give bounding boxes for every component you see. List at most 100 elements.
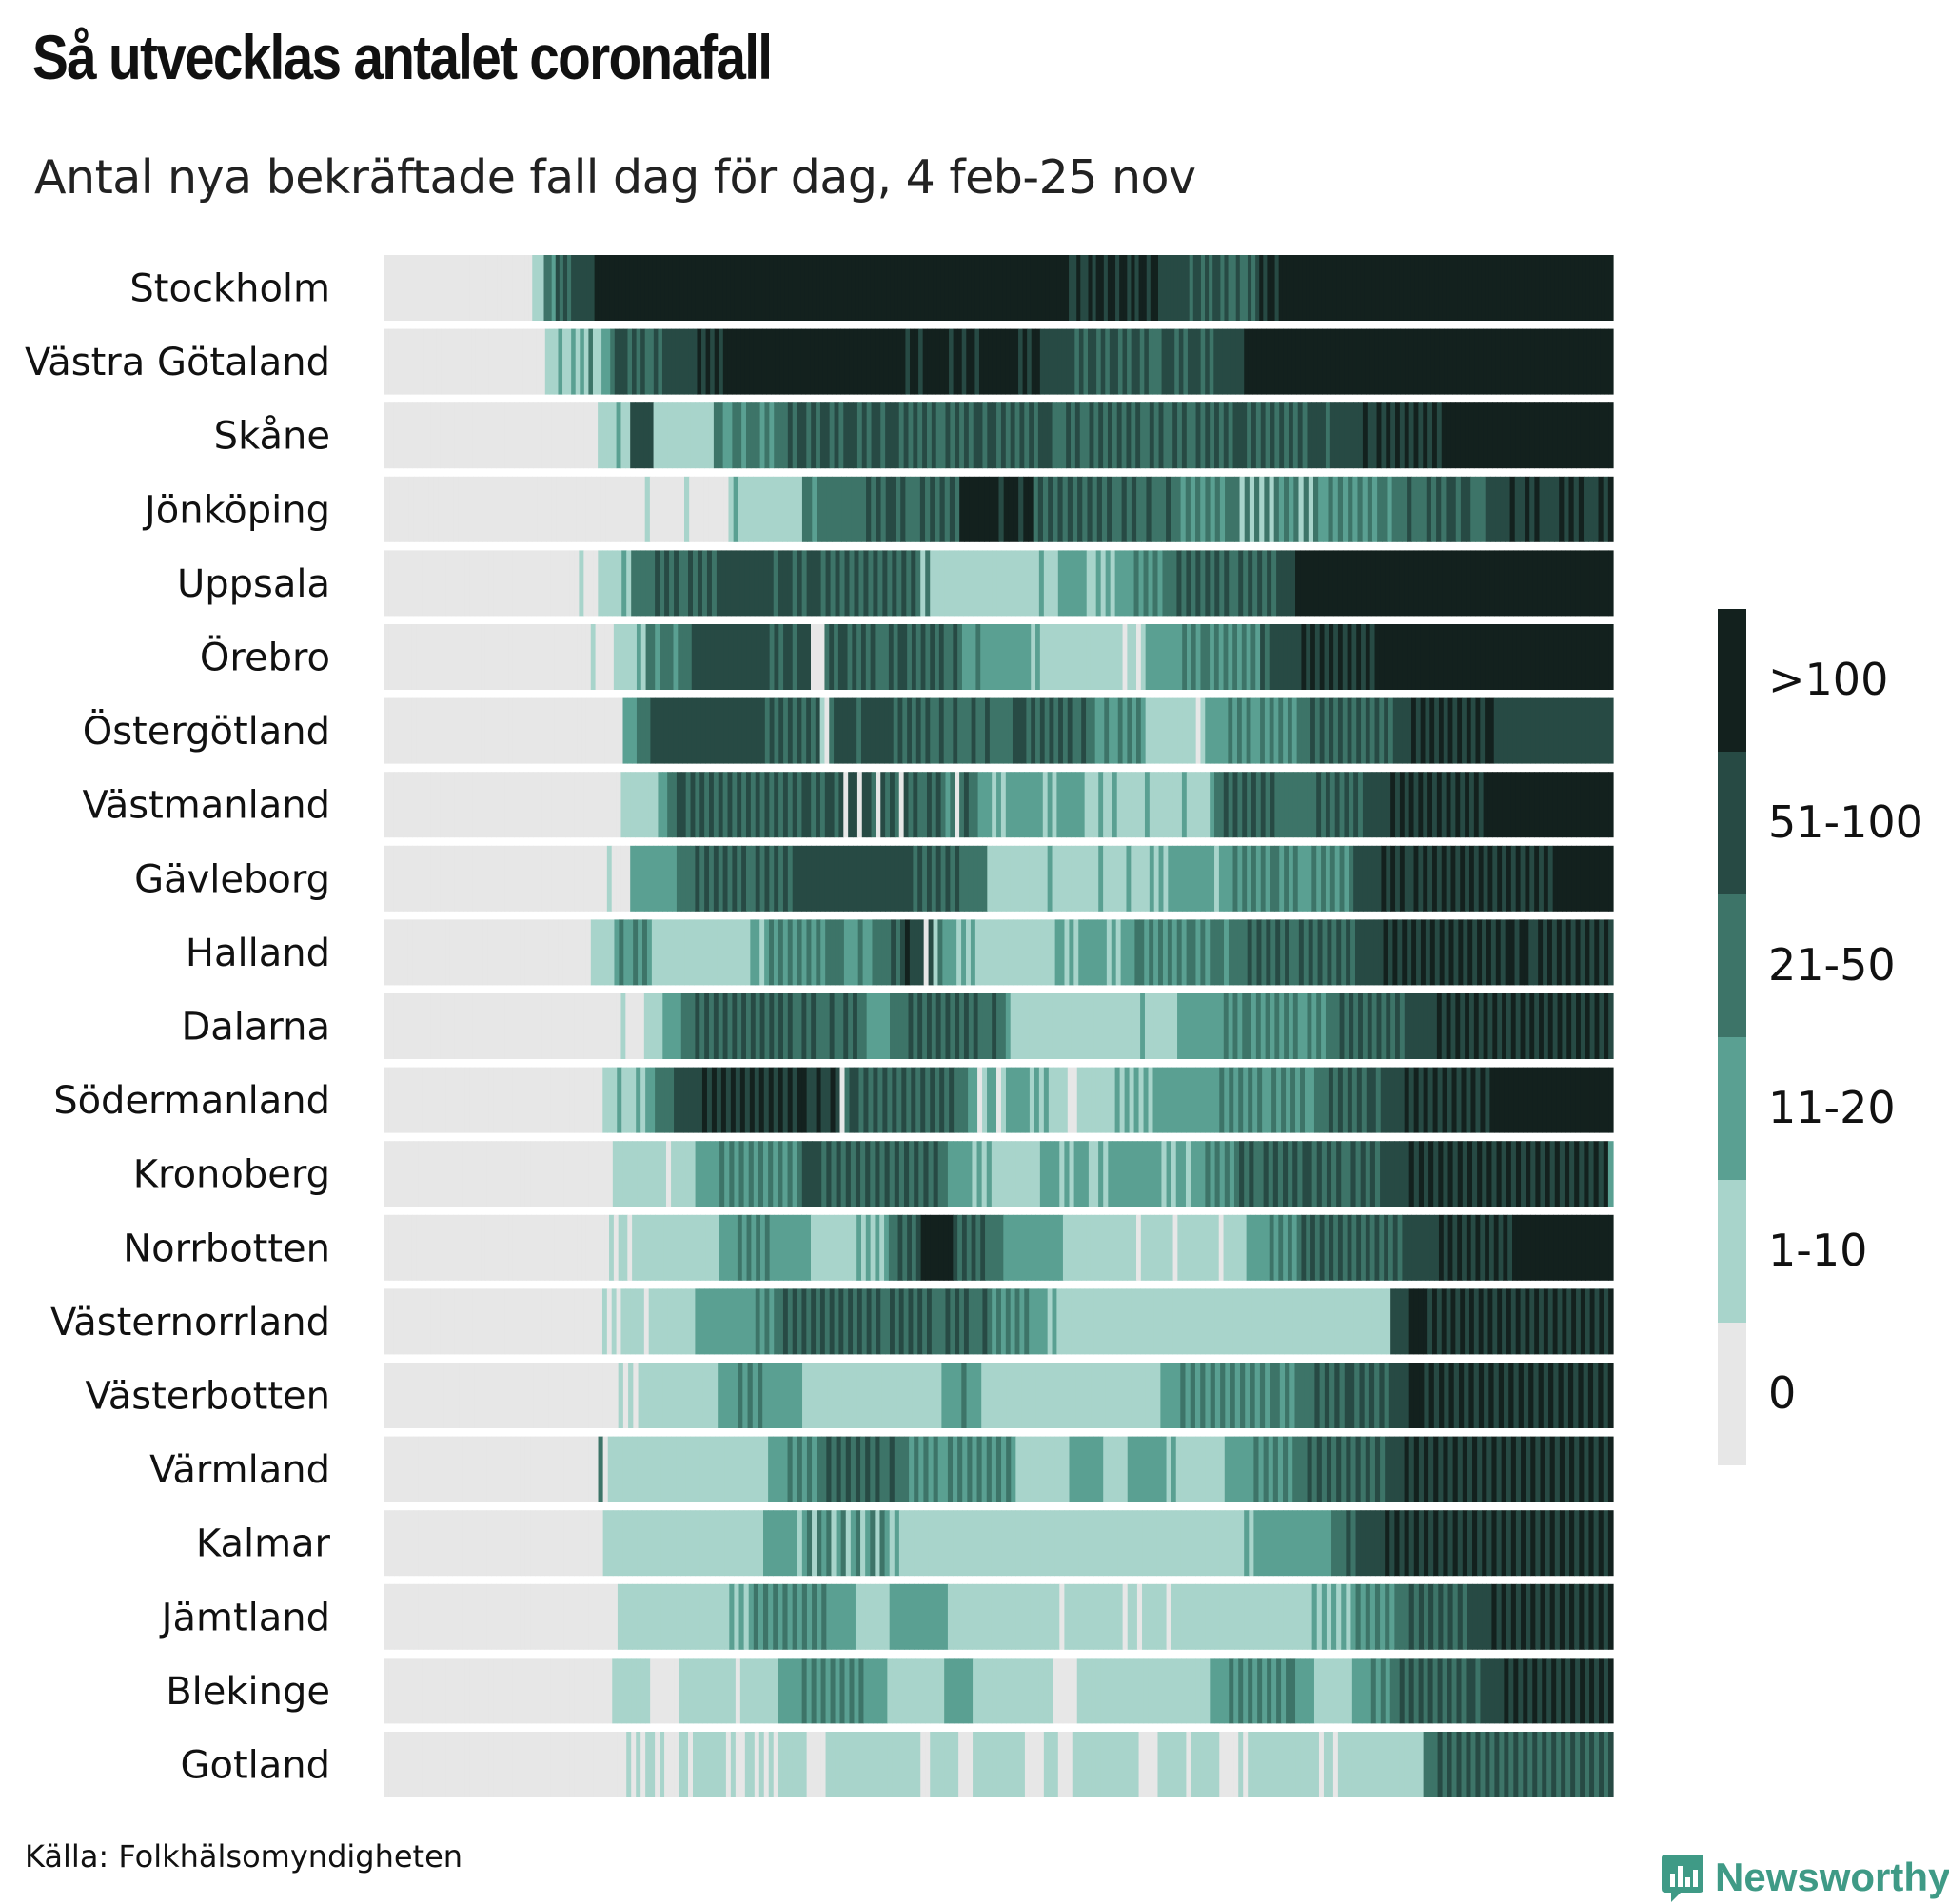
heatmap-cell xyxy=(1425,1214,1430,1281)
heatmap-cell xyxy=(735,1067,741,1133)
heatmap-cell xyxy=(1249,476,1255,542)
heatmap-cell xyxy=(996,1288,1002,1355)
heatmap-cell xyxy=(556,993,561,1059)
heatmap-cell xyxy=(520,919,526,986)
heatmap-cell xyxy=(1267,550,1272,617)
heatmap-cell xyxy=(588,1141,595,1207)
heatmap-cell xyxy=(1072,1067,1078,1133)
heatmap-cell xyxy=(1510,772,1517,838)
heatmap-cell xyxy=(860,1510,866,1577)
heatmap-cell xyxy=(1594,772,1600,838)
heatmap-cell xyxy=(555,1067,561,1133)
heatmap-cell xyxy=(1034,255,1038,321)
heatmap-cell xyxy=(896,328,902,395)
heatmap-cell xyxy=(746,697,752,764)
heatmap-cell xyxy=(1093,1141,1099,1207)
heatmap-cell xyxy=(495,772,502,838)
heatmap-cell xyxy=(488,328,494,395)
heatmap-cell xyxy=(783,1214,789,1281)
heatmap-cell xyxy=(482,255,486,321)
heatmap-cell xyxy=(526,1214,532,1281)
heatmap-cell xyxy=(1255,845,1262,912)
heatmap-cell xyxy=(1508,1067,1514,1133)
heatmap-cell xyxy=(856,845,863,912)
heatmap-cell xyxy=(1255,772,1262,838)
heatmap-cell xyxy=(1307,1288,1312,1355)
heatmap-cell xyxy=(1081,697,1087,764)
heatmap-cell xyxy=(1576,624,1582,690)
heatmap-cell xyxy=(931,1288,937,1355)
heatmap-cell xyxy=(863,550,870,617)
heatmap-cell xyxy=(1283,1141,1289,1207)
heatmap-cell xyxy=(909,1510,915,1577)
heatmap-cell xyxy=(462,1583,468,1650)
heatmap-cell xyxy=(559,1141,565,1207)
heatmap-cell xyxy=(938,1214,945,1281)
heatmap-cell xyxy=(745,255,751,321)
heatmap-cell xyxy=(718,993,724,1059)
heatmap-cell xyxy=(1593,476,1600,542)
heatmap-cell xyxy=(1510,993,1517,1059)
heatmap-cell xyxy=(974,476,980,542)
heatmap-cell xyxy=(1210,772,1215,838)
heatmap-cell xyxy=(955,402,960,469)
heatmap-cell xyxy=(896,476,901,542)
heatmap-cell xyxy=(1006,1363,1013,1428)
heatmap-cell xyxy=(674,1067,679,1133)
heatmap-cell xyxy=(1447,624,1453,690)
heatmap-cell xyxy=(889,1436,896,1502)
heatmap-cell xyxy=(384,1067,390,1133)
heatmap-cell xyxy=(1468,402,1475,469)
heatmap-cell xyxy=(1210,550,1215,617)
heatmap-cell xyxy=(937,1510,944,1577)
heatmap-cell xyxy=(484,1214,491,1281)
heatmap-cell xyxy=(598,845,603,912)
heatmap-cell xyxy=(1461,1067,1467,1133)
heatmap-cell xyxy=(448,697,454,764)
heatmap-cell xyxy=(1515,1510,1522,1577)
heatmap-cell xyxy=(940,255,945,321)
heatmap-cell xyxy=(1253,1510,1260,1577)
heatmap-cell xyxy=(617,1067,622,1133)
heatmap-cell xyxy=(939,550,945,617)
heatmap-cell xyxy=(1571,697,1578,764)
heatmap-cell xyxy=(398,772,404,838)
heatmap-cell xyxy=(408,476,415,542)
heatmap-cell xyxy=(1251,1288,1257,1355)
heatmap-cell xyxy=(1131,402,1136,469)
heatmap-cell xyxy=(1093,1510,1099,1577)
heatmap-cell xyxy=(758,255,762,321)
heatmap-cell xyxy=(888,624,895,690)
row-label: Västernorrland xyxy=(50,1301,330,1345)
heatmap-cell xyxy=(806,1141,813,1207)
heatmap-cell xyxy=(1451,1067,1458,1133)
heatmap-cell xyxy=(562,1214,569,1281)
heatmap-cell xyxy=(653,328,659,395)
heatmap-cell xyxy=(1089,993,1094,1059)
heatmap-cell xyxy=(1339,845,1346,912)
heatmap-cell xyxy=(1152,1141,1157,1207)
heatmap-cell xyxy=(1538,1363,1545,1428)
heatmap-cell xyxy=(894,772,900,838)
heatmap-cell xyxy=(1399,1067,1406,1133)
heatmap-cell xyxy=(724,1510,730,1577)
heatmap-cell xyxy=(1510,1288,1517,1355)
heatmap-cell xyxy=(425,1288,432,1355)
heatmap-cell xyxy=(453,1214,459,1281)
heatmap-cell xyxy=(1429,919,1436,986)
heatmap-cell xyxy=(998,255,1004,321)
heatmap-cell xyxy=(1455,1288,1461,1355)
heatmap-cell xyxy=(1367,476,1373,542)
heatmap-cell xyxy=(722,1363,729,1428)
heatmap-cell xyxy=(494,697,501,764)
heatmap-cell xyxy=(1308,476,1314,542)
heatmap-cell xyxy=(915,1067,921,1133)
heatmap-cell xyxy=(447,1583,454,1650)
heatmap-cell xyxy=(1047,1288,1053,1355)
heatmap-cell xyxy=(1321,1583,1328,1650)
heatmap-cell xyxy=(1364,1363,1370,1428)
heatmap-cell xyxy=(782,1583,789,1650)
heatmap-cell xyxy=(797,328,802,395)
heatmap-cell xyxy=(939,476,946,542)
heatmap-cell xyxy=(758,1141,764,1207)
